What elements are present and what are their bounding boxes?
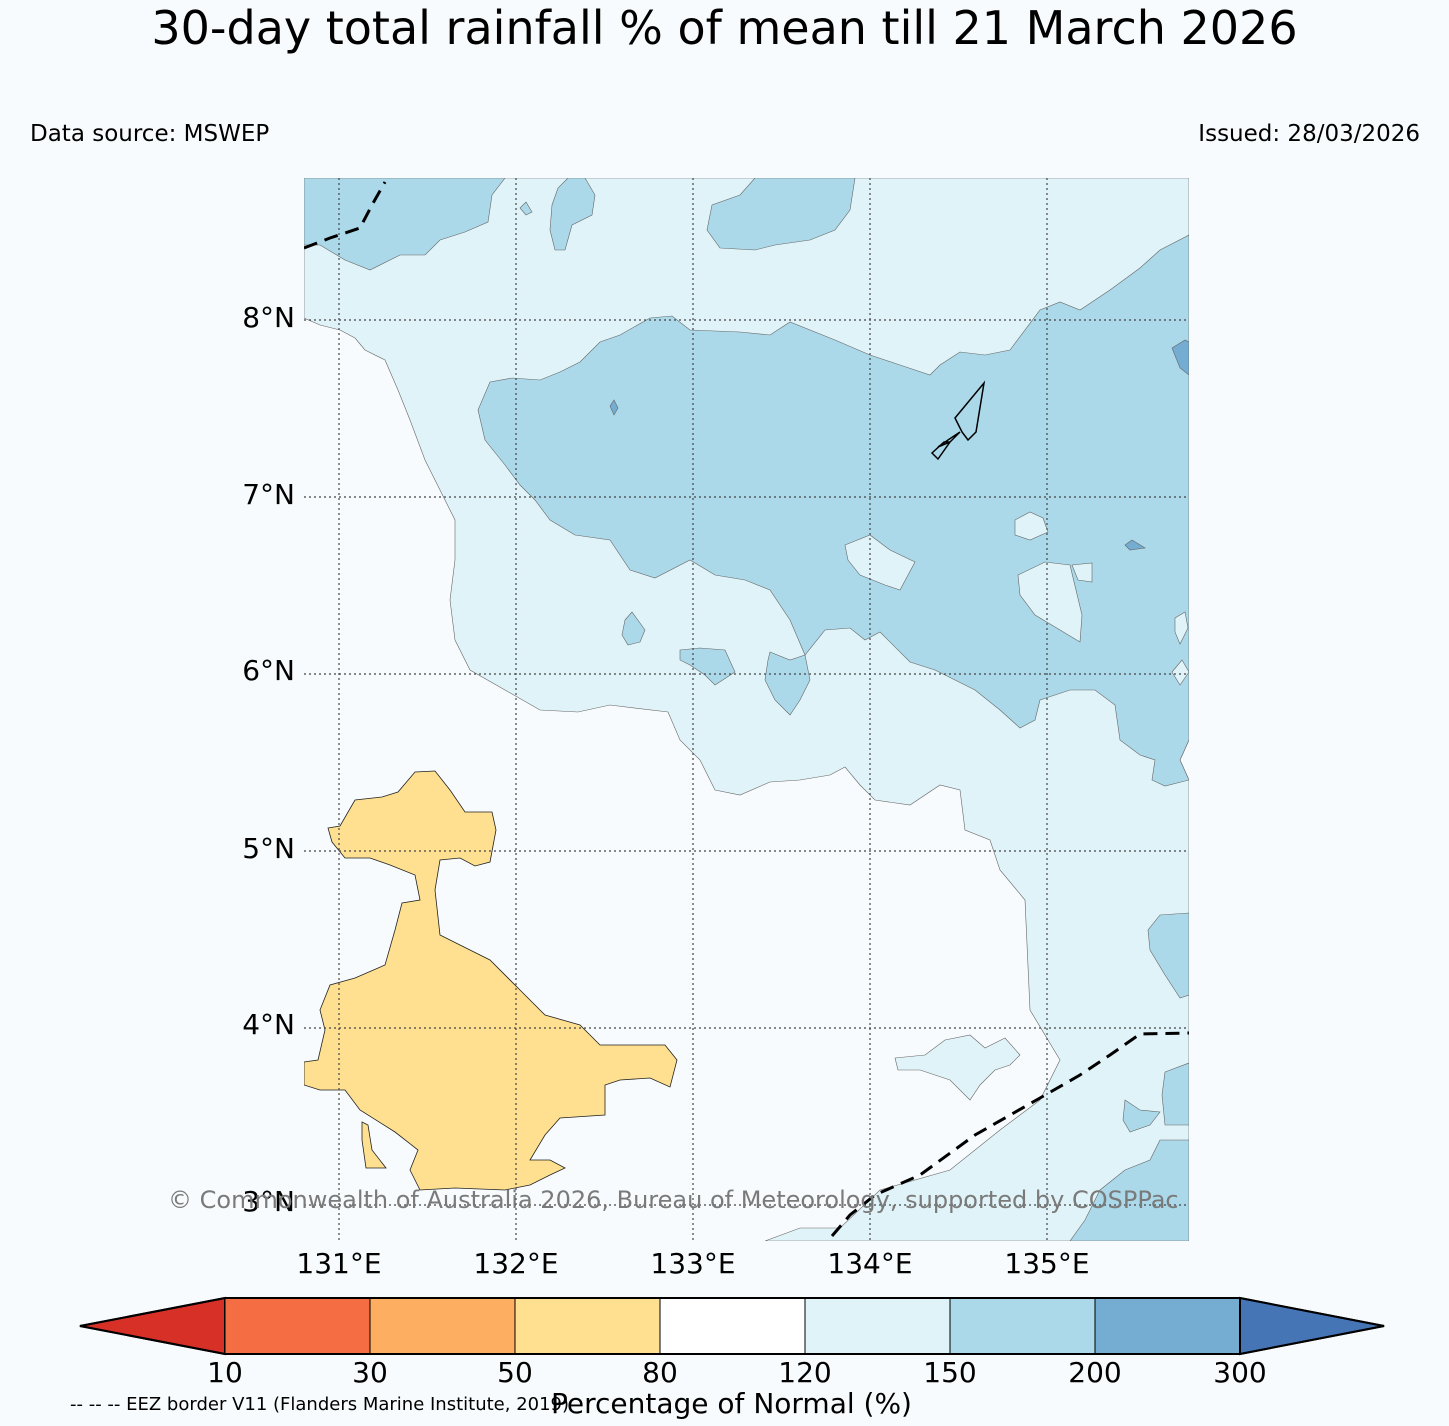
colorbar-tick-30: 30: [352, 1356, 388, 1389]
band-150-200-east: [1147, 912, 1189, 999]
colorbar-tick-80: 80: [642, 1356, 678, 1389]
band-120-150-hole-c: [1014, 511, 1049, 541]
band-150-200-patch-c: [706, 178, 856, 251]
band-120-150-hole-b: [1017, 561, 1083, 643]
colorbar-segment-below-10: [79, 1296, 226, 1356]
band-150-200-main: [477, 234, 1189, 787]
band-150-200-patch-d: [764, 651, 811, 716]
colorbar-tick-200: 200: [1068, 1356, 1122, 1389]
colorbar-tick-300: 300: [1213, 1356, 1267, 1389]
palau-landmass: [930, 380, 986, 461]
band-120-150-hole-e: [1174, 611, 1189, 645]
band-150-200-nw: [304, 178, 506, 271]
band-150-200-se1: [1161, 1062, 1189, 1126]
colorbar-title: Percentage of Normal (%): [551, 1387, 912, 1420]
band-50-80: [304, 770, 678, 1191]
lat-label-5n: 5°N: [242, 832, 295, 865]
colorbar-segment-80-120: [659, 1297, 806, 1355]
colorbar-outline: [79, 1297, 1385, 1355]
colorbar: [79, 1296, 1385, 1356]
lon-label-131e: 131°E: [296, 1247, 382, 1280]
lat-label-6n: 6°N: [242, 654, 295, 687]
colorbar-segment-above-300: [1239, 1296, 1385, 1356]
lat-label-4n: 4°N: [242, 1008, 295, 1041]
copyright-notice: © Commonwealth of Australia 2026, Bureau…: [168, 1186, 1179, 1214]
band-120-150-hole-a: [844, 534, 916, 591]
colorbar-tick-120: 120: [778, 1356, 832, 1389]
colorbar-tick-10: 10: [207, 1356, 243, 1389]
band-200-300-c: [609, 399, 619, 416]
band-120-150-hole-d: [1071, 562, 1093, 583]
issued-date: Issued: 28/03/2026: [1198, 121, 1420, 147]
eez-border-south: [830, 1031, 1189, 1237]
eez-legend-note: -- -- -- EEZ border V11 (Flanders Marine…: [70, 1394, 570, 1415]
band-150-200-patch-f: [621, 611, 646, 646]
band-200-300-b: [1124, 539, 1146, 551]
lon-label-132e: 132°E: [473, 1247, 559, 1280]
band-150-200-patch-e: [679, 647, 736, 686]
colorbar-segment-30-50: [369, 1297, 516, 1355]
band-150-200-patch-b: [519, 201, 533, 216]
band-150-200-se3: [1069, 1139, 1189, 1241]
band-120-150-island: [894, 1034, 1021, 1101]
colorbar-tick-150: 150: [923, 1356, 977, 1389]
lon-label-135e: 135°E: [1004, 1247, 1090, 1280]
lat-label-8n: 8°N: [242, 301, 295, 334]
colorbar-segment-50-80: [514, 1297, 661, 1355]
band-50-80-islet: [361, 1121, 387, 1169]
band-200-300-a: [1171, 339, 1189, 376]
colorbar-segment-200-300: [1094, 1297, 1241, 1355]
colorbar-segment-150-200: [949, 1297, 1096, 1355]
lat-label-7n: 7°N: [242, 478, 295, 511]
lon-label-133e: 133°E: [650, 1247, 736, 1280]
map-plot-area: [304, 178, 1189, 1241]
lat-label-3n: 3°N: [242, 1185, 295, 1218]
band-120-150-hole-f: [1171, 659, 1189, 686]
eez-border-north: [304, 181, 387, 250]
colorbar-tick-50: 50: [497, 1356, 533, 1389]
lon-label-134e: 134°E: [827, 1247, 913, 1280]
data-source: Data source: MSWEP: [30, 121, 270, 147]
band-150-200-se2: [1122, 1099, 1161, 1133]
graticule: [304, 178, 1189, 1241]
map-title: 30-day total rainfall % of mean till 21 …: [151, 1, 1298, 55]
band-150-200-patch-a: [549, 178, 596, 251]
colorbar-segment-120-150: [804, 1297, 951, 1355]
colorbar-segment-10-30: [224, 1297, 371, 1355]
